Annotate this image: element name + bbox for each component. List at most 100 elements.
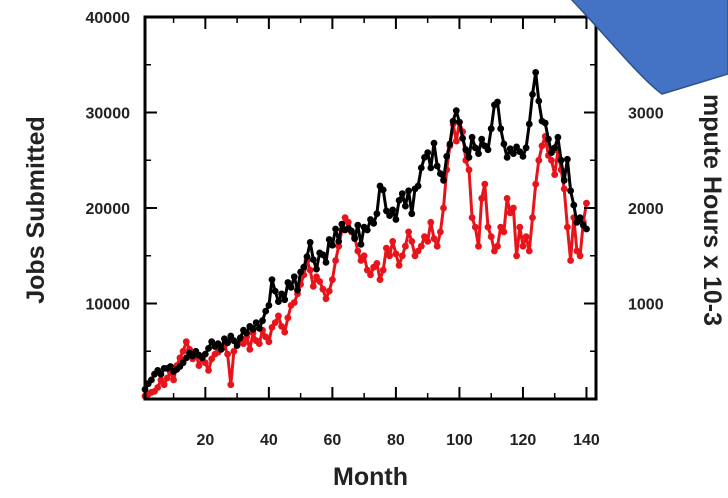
data-point (265, 302, 273, 309)
data-point (525, 247, 533, 255)
data-point (348, 227, 355, 235)
series-compute-hours (141, 118, 590, 400)
data-point (443, 153, 451, 160)
data-point (376, 276, 384, 283)
data-point (465, 166, 473, 174)
data-point (236, 334, 244, 342)
data-point (535, 156, 543, 164)
data-point (405, 187, 412, 195)
data-point (459, 134, 466, 142)
data-point (284, 314, 292, 322)
data-point (529, 214, 536, 222)
data-point (522, 233, 530, 241)
data-point (430, 139, 438, 147)
data-point (214, 340, 222, 347)
right-y-axis-title: mpute Hours x 10-3 (698, 94, 726, 326)
data-point (525, 120, 533, 128)
data-point (538, 142, 546, 150)
data-point (252, 319, 260, 326)
data-point (332, 257, 339, 264)
data-point (284, 279, 292, 286)
data-point (440, 204, 447, 212)
data-point (386, 252, 393, 260)
data-point (421, 154, 428, 161)
data-point (437, 228, 444, 236)
left-y-tick-label: 10000 (86, 297, 131, 314)
data-point (233, 342, 241, 349)
data-point (567, 257, 574, 264)
data-point (360, 252, 368, 260)
data-point (329, 276, 336, 283)
data-point (494, 242, 501, 250)
data-point (541, 119, 549, 127)
data-point (157, 370, 165, 378)
plot-area (141, 69, 590, 400)
series-jobs-submitted (141, 69, 590, 393)
data-point (408, 210, 416, 218)
data-point (548, 156, 555, 164)
data-point (519, 153, 527, 160)
data-point (452, 137, 460, 145)
data-point (468, 214, 476, 222)
data-point (487, 233, 495, 241)
data-point (205, 345, 212, 352)
data-point (306, 266, 314, 274)
data-point (309, 256, 317, 263)
data-point (551, 144, 559, 152)
data-point (335, 238, 343, 245)
right-y-tick-label: 1000 (628, 297, 664, 314)
data-point (424, 238, 432, 245)
data-point (322, 259, 330, 266)
data-point (195, 362, 203, 369)
data-point (446, 140, 454, 148)
data-point (535, 97, 543, 105)
data-point (335, 242, 343, 250)
x-tick-label: 40 (260, 432, 278, 449)
data-point (417, 242, 425, 250)
data-point (294, 286, 301, 294)
right-y-tick-label: 2000 (628, 201, 664, 218)
data-point (230, 347, 238, 355)
data-point (494, 98, 501, 106)
data-point (395, 197, 403, 204)
data-point (208, 355, 216, 363)
data-point (167, 363, 174, 370)
data-point (217, 345, 225, 353)
data-point (570, 201, 578, 209)
data-point (551, 171, 559, 179)
data-point (392, 250, 400, 258)
data-point (182, 338, 190, 346)
data-point (275, 312, 282, 320)
data-point (503, 195, 511, 202)
data-point (224, 339, 232, 347)
left-y-tick-label: 20000 (86, 201, 131, 218)
data-point (160, 381, 168, 389)
data-point (303, 253, 311, 261)
data-point (246, 345, 254, 353)
data-point (344, 218, 352, 226)
data-point (255, 340, 263, 347)
data-point (395, 261, 403, 269)
data-point (367, 271, 374, 279)
data-point (513, 252, 520, 260)
data-point (481, 180, 489, 188)
data-point (532, 69, 540, 76)
data-point (398, 190, 406, 198)
data-point (402, 242, 409, 250)
data-point (516, 223, 524, 231)
data-point (373, 210, 381, 218)
data-point (522, 144, 530, 152)
data-point (519, 242, 527, 250)
data-point (179, 359, 187, 367)
data-point (449, 117, 457, 125)
data-point (268, 324, 276, 331)
data-point (506, 209, 514, 217)
data-point (497, 223, 505, 231)
data-point (297, 268, 304, 276)
data-point (573, 247, 581, 255)
data-point (290, 273, 298, 281)
left-y-axis-title: Jobs Submitted (22, 116, 50, 304)
data-point (554, 133, 562, 141)
data-point (478, 135, 486, 143)
